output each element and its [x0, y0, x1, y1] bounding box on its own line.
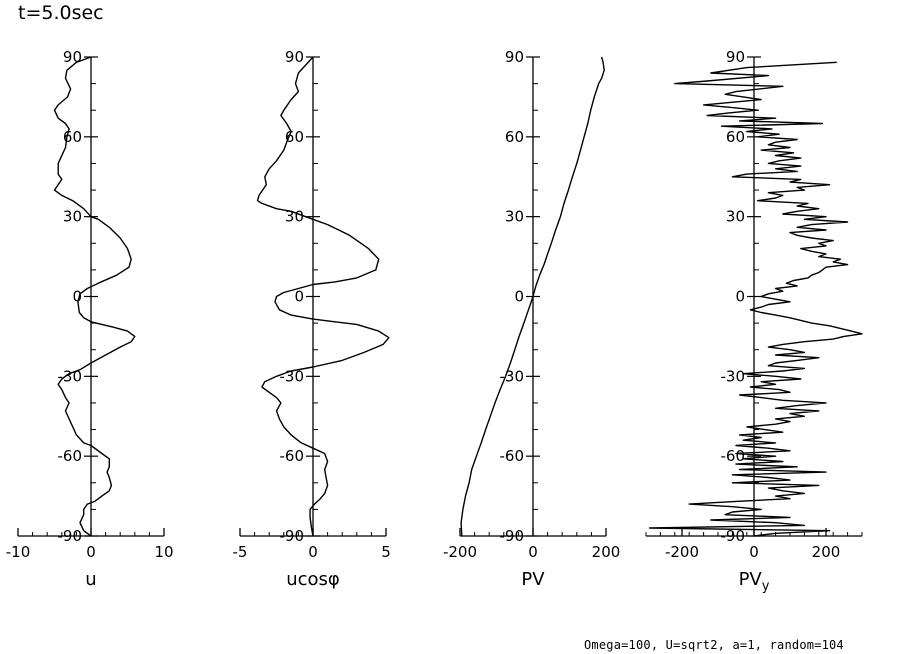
y-tick-label: -90: [58, 527, 83, 545]
chart-title: t=5.0sec: [18, 2, 104, 24]
y-tick-label: 90: [285, 48, 304, 66]
x-tick-label: 0: [749, 543, 759, 561]
y-tick-label: 0: [72, 288, 82, 306]
x-tick-label: 0: [86, 543, 96, 561]
y-tick-label: 90: [726, 48, 745, 66]
y-tick-label: -60: [721, 447, 746, 465]
y-tick-label: -60: [58, 447, 83, 465]
y-tick-label: 60: [726, 128, 745, 146]
x-tick-label: -10: [6, 543, 31, 561]
y-tick-label: -90: [500, 527, 525, 545]
y-tick-label: 0: [294, 288, 304, 306]
y-tick-label: -90: [280, 527, 305, 545]
series-line-ucosφ: [256, 56, 390, 537]
y-tick-label: -30: [500, 367, 525, 385]
y-tick-label: -30: [280, 367, 305, 385]
y-tick-label: 60: [285, 128, 304, 146]
series-line-u: [53, 56, 136, 537]
x-tick-label: -200: [443, 543, 477, 561]
panel-PVy: -200 0 200 -90 -60 -30 0 30 60 90 PVy: [645, 48, 863, 594]
x-tick-label: 0: [308, 543, 318, 561]
y-tick-label: 0: [735, 288, 745, 306]
series-line-PVy: [648, 61, 863, 537]
series-line-PV: [460, 56, 605, 537]
x-axis-label: ucosφ: [286, 569, 340, 590]
x-axis-label: u: [85, 569, 96, 590]
y-tick-label: -90: [721, 527, 746, 545]
y-tick-label: 90: [63, 48, 82, 66]
x-tick-label: 5: [381, 543, 391, 561]
x-tick-label: 200: [812, 543, 841, 561]
y-tick-label: 30: [285, 208, 304, 226]
x-tick-label: -200: [665, 543, 699, 561]
x-tick-label: 200: [592, 543, 621, 561]
y-tick-label: 30: [505, 208, 524, 226]
x-tick-label: 10: [154, 543, 173, 561]
x-tick-label: 0: [528, 543, 538, 561]
panel-PV: -200 0 200 -90 -60 -30 0 30 60 90 PV: [443, 48, 620, 590]
y-tick-label: 90: [505, 48, 524, 66]
parameter-footnote: Omega=100, U=sqrt2, a=1, random=104: [584, 638, 844, 652]
x-tick-label: -5: [233, 543, 248, 561]
x-axis-label: PVy: [739, 569, 770, 594]
y-tick-label: -60: [500, 447, 525, 465]
y-tick-label: -60: [280, 447, 305, 465]
panel-ucosφ: -5 0 5 -90 -60 -30 0 30 60 90 ucosφ: [233, 48, 391, 590]
y-tick-label: -30: [721, 367, 746, 385]
x-axis-label: PV: [521, 569, 545, 590]
y-tick-label: 0: [514, 288, 524, 306]
y-tick-label: 30: [63, 208, 82, 226]
y-tick-label: 30: [726, 208, 745, 226]
y-tick-label: 60: [505, 128, 524, 146]
